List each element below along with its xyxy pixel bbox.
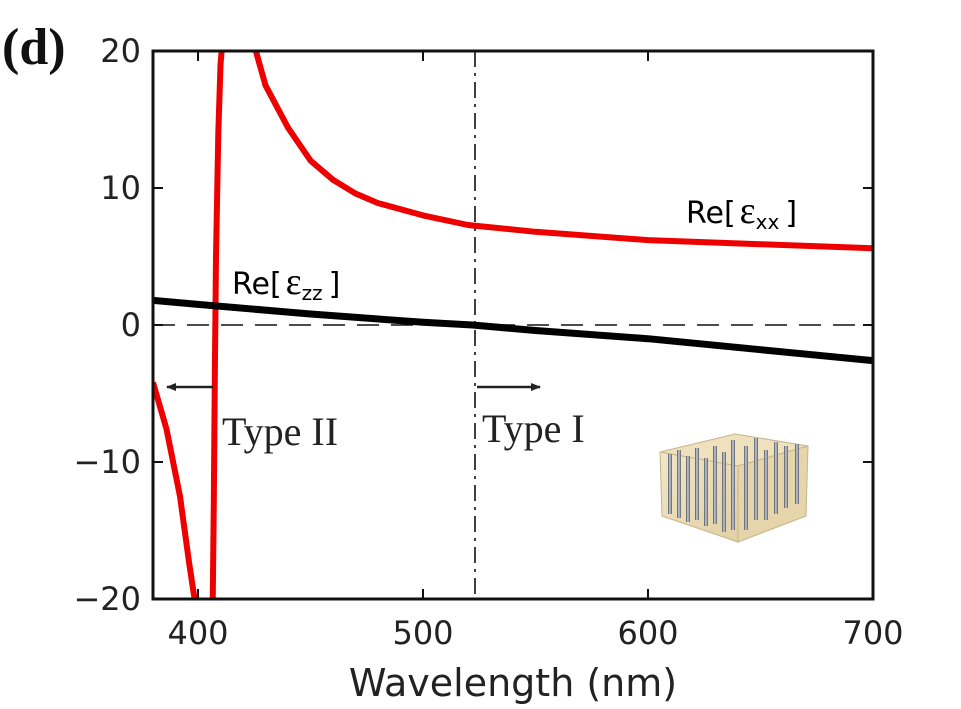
y-tick-labels: 20 10 0 −10 −20 <box>73 32 141 618</box>
tick-marks <box>153 50 874 600</box>
epsilon-symbol: ε <box>286 261 302 303</box>
nanorod <box>731 440 735 530</box>
nanorod <box>704 458 708 526</box>
x-tick-label: 600 <box>617 614 678 652</box>
nanorod <box>744 446 748 530</box>
curve-label-prefix: Re[ <box>232 267 282 302</box>
nanorod <box>722 452 726 532</box>
y-tick-label: −20 <box>73 580 141 618</box>
curve-label-eps-zz: Re[εzz] <box>232 261 340 305</box>
panel-label: (d) <box>2 19 66 76</box>
nanorod <box>695 448 699 520</box>
series-layer <box>153 51 873 599</box>
curve-label-suffix: ] <box>329 267 341 302</box>
nanorod-array-illustration <box>659 433 809 543</box>
y-tick-label: −10 <box>73 443 141 481</box>
curve-label-subscript: xx <box>756 210 780 234</box>
curve-label-eps-xx: Re[εxx] <box>686 190 797 234</box>
type-ii-label: Type II <box>222 409 338 454</box>
nanorod <box>784 446 788 508</box>
curve-label-suffix: ] <box>785 196 797 231</box>
curve-label-prefix: Re[ <box>686 196 736 231</box>
y-tick-label: 10 <box>100 169 141 207</box>
nanorod <box>764 450 768 520</box>
series-eps-xx-line-segment-1 <box>209 51 225 599</box>
y-tick-label: 0 <box>121 306 141 344</box>
nanorod <box>795 444 799 504</box>
x-tick-label: 500 <box>392 614 453 652</box>
series-eps-xx-line-segment-0 <box>153 381 198 599</box>
x-tick-labels: 400 500 600 700 <box>167 614 903 652</box>
nanorod <box>677 450 681 518</box>
x-tick-label: 400 <box>167 614 228 652</box>
nanorod <box>754 438 758 520</box>
nanorod <box>668 454 672 514</box>
type-i-label: Type I <box>482 406 585 451</box>
x-axis-title: Wavelength (nm) <box>349 661 677 705</box>
y-tick-label: 20 <box>100 32 141 70</box>
epsilon-symbol: ε <box>740 190 756 232</box>
series-eps-zz-line-segment-0 <box>153 296 873 365</box>
nanorod <box>686 456 690 522</box>
curve-label-subscript: zz <box>302 281 323 305</box>
series-eps-xx-line-segment-2 <box>252 51 873 252</box>
nanorod <box>713 446 717 524</box>
x-tick-label: 700 <box>842 614 903 652</box>
nanorod <box>774 442 778 514</box>
